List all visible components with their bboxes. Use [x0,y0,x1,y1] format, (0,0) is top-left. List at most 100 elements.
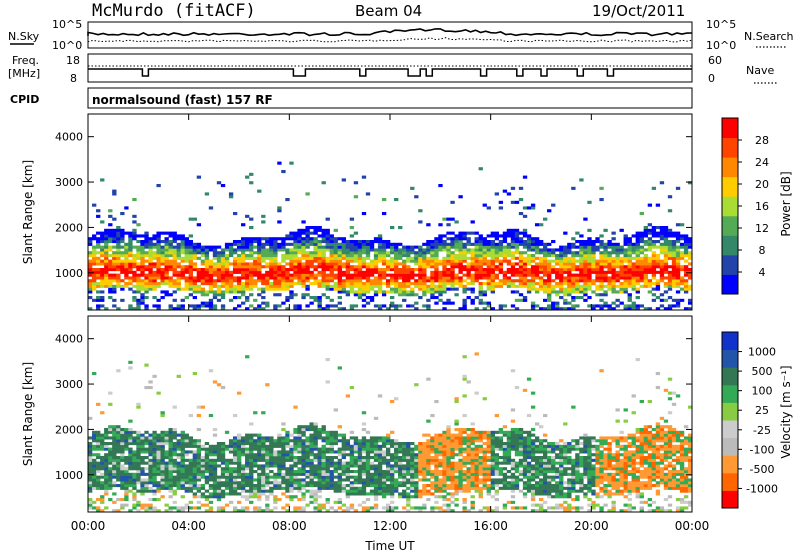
heatmap-cell [253,490,257,493]
heatmap-cell [289,476,293,479]
heatmap-cell [426,251,430,254]
heatmap-cell [382,212,386,215]
heatmap-cell [313,274,317,277]
heatmap-cell [297,265,301,268]
heatmap-cell [124,442,128,445]
heatmap-cell [229,248,233,251]
heatmap-cell [96,439,100,442]
heatmap-cell [390,260,394,263]
heatmap-cell [652,268,656,271]
heatmap-cell [261,248,265,251]
heatmap-cell [591,240,595,243]
heatmap-cell [261,243,265,246]
heatmap-cell [285,484,289,487]
heatmap-cell [402,276,406,279]
heatmap-cell [611,232,615,235]
heatmap-cell [112,439,116,442]
heatmap-cell [676,299,680,302]
heatmap-cell [277,265,281,268]
heatmap-cell [152,285,156,288]
heatmap-cell [410,467,414,470]
heatmap-cell [229,470,233,473]
heatmap-cell [406,481,410,484]
heatmap-cell [213,459,217,462]
heatmap-cell [193,450,197,453]
heatmap-cell [515,268,519,271]
heatmap-cell [603,262,607,265]
heatmap-cell [277,243,281,246]
heatmap-cell [249,243,253,246]
heatmap-cell [233,296,237,299]
heatmap-cell [587,251,591,254]
heatmap-cell [144,456,148,459]
heatmap-cell [156,484,160,487]
heatmap-cell [132,456,136,459]
heatmap-cell [305,276,309,279]
heatmap-cell [366,246,370,249]
heatmap-cell [446,246,450,249]
heatmap-cell [233,490,237,493]
heatmap-cell [326,501,330,504]
heatmap-cell [358,487,362,490]
heatmap-cell [591,271,595,274]
heatmap-cell [342,434,346,437]
heatmap-cell [233,276,237,279]
heatmap-cell [680,237,684,240]
heatmap-cell [462,299,466,302]
heatmap-cell [318,234,322,237]
heatmap-cell [108,276,112,279]
heatmap-cell [362,436,366,439]
heatmap-cell [398,464,402,467]
heatmap-cell [261,296,265,299]
heatmap-cell [390,304,394,307]
heatmap-cell [362,288,366,291]
heatmap-cell [454,246,458,249]
heatmap-cell [438,234,442,237]
heatmap-cell [503,276,507,279]
heatmap-cell [297,232,301,235]
heatmap-cell [394,304,398,307]
heatmap-cell [322,470,326,473]
heatmap-cell [390,487,394,490]
heatmap-cell [277,271,281,274]
heatmap-cell [148,237,152,240]
heatmap-cell [535,243,539,246]
heatmap-cell [519,240,523,243]
heatmap-cell [378,478,382,481]
heatmap-cell [96,453,100,456]
heatmap-cell [326,237,330,240]
heatmap-cell [181,299,185,302]
heatmap-cell [293,464,297,467]
heatmap-cell [189,262,193,265]
heatmap-cell [346,464,350,467]
cpid-label: CPID [10,93,39,106]
heatmap-cell [305,254,309,257]
heatmap-cell [318,302,322,305]
heatmap-cell [181,470,185,473]
heatmap-cell [273,453,277,456]
heatmap-cell [92,372,96,375]
heatmap-cell [515,234,519,237]
heatmap-cell [531,204,535,207]
heatmap-cell [559,251,563,254]
heatmap-cell [253,285,257,288]
heatmap-cell [144,288,148,291]
heatmap-cell [511,282,515,285]
heatmap-cell [165,243,169,246]
heatmap-cell [527,271,531,274]
heatmap-cell [378,453,382,456]
heatmap-cell [148,481,152,484]
heatmap-cell [607,260,611,263]
heatmap-cell [285,470,289,473]
heatmap-cell [547,209,551,212]
heatmap-cell [442,257,446,260]
heatmap-cell [185,453,189,456]
heatmap-cell [301,459,305,462]
heatmap-cell [322,484,326,487]
heatmap-cell [370,262,374,265]
heatmap-cell [197,248,201,251]
heatmap-cell [370,282,374,285]
heatmap-cell [394,251,398,254]
heatmap-cell [668,257,672,260]
heatmap-cell [261,276,265,279]
